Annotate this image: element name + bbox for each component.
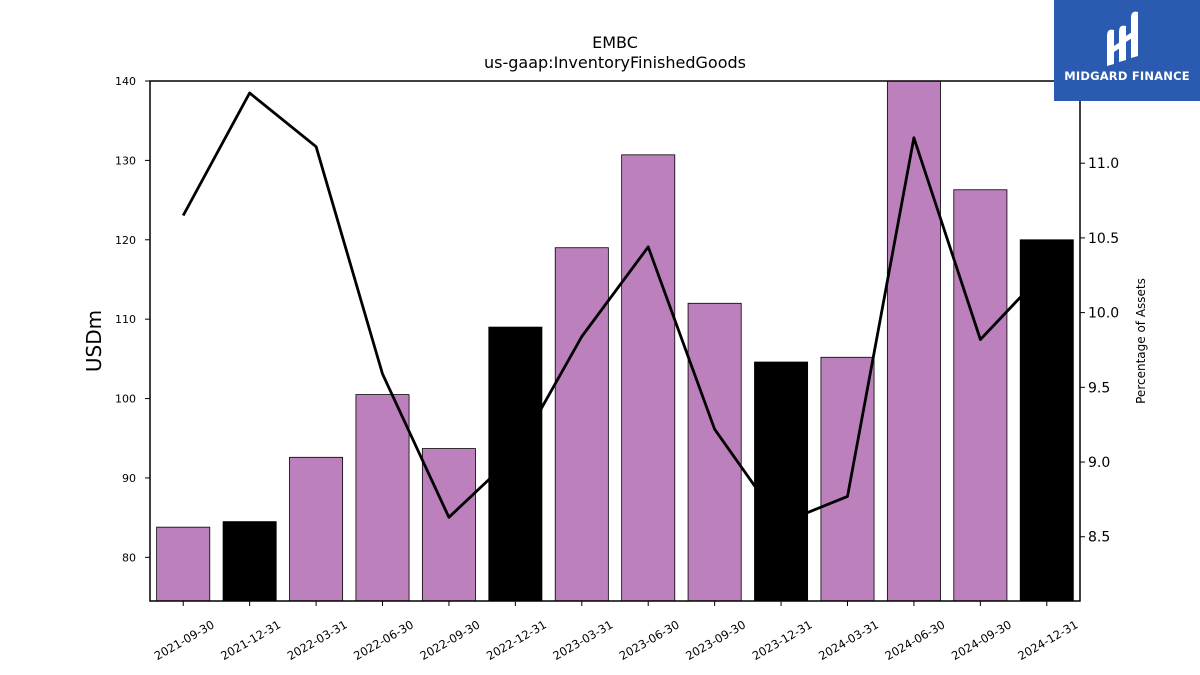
y2-axis-label: Percentage of Assets bbox=[1134, 278, 1148, 404]
x-tick-label: 2023-12-31 bbox=[750, 617, 815, 663]
bar-2024-09-30 bbox=[953, 189, 1008, 602]
y2-tick-label: 11.0 bbox=[1088, 156, 1119, 172]
bar-2023-03-31 bbox=[554, 247, 609, 602]
x-tick-label: 2021-09-30 bbox=[152, 617, 217, 663]
x-tick-label: 2022-09-30 bbox=[418, 617, 483, 663]
line-series bbox=[181, 91, 1048, 525]
y-tick-label: 80 bbox=[122, 551, 136, 564]
y-axis-label: USDm bbox=[82, 310, 106, 372]
y-tick-label: 120 bbox=[115, 234, 136, 247]
y-tick-label: 90 bbox=[122, 472, 136, 485]
bar-2022-12-31 bbox=[488, 326, 543, 602]
y2-tick-label: 9.5 bbox=[1088, 380, 1110, 396]
percentage-line bbox=[181, 91, 1048, 525]
bar-2024-12-31 bbox=[1019, 239, 1074, 602]
bar-2021-12-31 bbox=[222, 521, 277, 602]
chart-subtitle: us-gaap:InventoryFinishedGoods bbox=[484, 53, 746, 72]
bar-2023-09-30 bbox=[687, 302, 742, 602]
x-tick-label: 2024-06-30 bbox=[883, 617, 948, 663]
bar-2022-09-30 bbox=[421, 448, 476, 602]
x-tick-label: 2023-09-30 bbox=[683, 617, 748, 663]
brand-logo: MIDGARD FINANCE bbox=[1054, 0, 1200, 101]
x-tick-label: 2024-03-31 bbox=[816, 617, 881, 663]
bar-2022-03-31 bbox=[289, 456, 344, 602]
bar-2023-12-31 bbox=[754, 361, 809, 602]
y2-tick-label: 9.0 bbox=[1088, 455, 1110, 471]
logo-mark-icon bbox=[1107, 11, 1138, 67]
bar-2022-06-30 bbox=[355, 394, 410, 602]
x-tick-label: 2022-03-31 bbox=[285, 617, 350, 663]
x-tick-label: 2024-09-30 bbox=[949, 617, 1014, 663]
bar-2021-09-30 bbox=[156, 526, 211, 602]
x-tick-label: 2024-12-31 bbox=[1015, 617, 1080, 663]
y2-tick-label: 10.5 bbox=[1088, 231, 1119, 247]
y-tick-label: 140 bbox=[115, 75, 136, 88]
x-tick-label: 2023-06-30 bbox=[617, 617, 682, 663]
x-tick-label: 2021-12-31 bbox=[218, 617, 283, 663]
y2-tick-label: 10.0 bbox=[1088, 306, 1119, 322]
logo-text: MIDGARD FINANCE bbox=[1064, 69, 1190, 83]
plot-frame bbox=[149, 80, 1081, 602]
x-tick-label: 2022-06-30 bbox=[351, 617, 416, 663]
y-tick-label: 110 bbox=[115, 313, 136, 326]
bar-2023-06-30 bbox=[621, 154, 676, 602]
y2-tick-label: 8.5 bbox=[1088, 530, 1110, 546]
x-tick-label: 2023-03-31 bbox=[550, 617, 615, 663]
bar-series bbox=[156, 80, 1074, 602]
y-tick-label: 100 bbox=[115, 393, 136, 406]
y-tick-label: 130 bbox=[115, 154, 136, 167]
x-tick-label: 2022-12-31 bbox=[484, 617, 549, 663]
chart-title: EMBC bbox=[592, 33, 638, 52]
bar-2024-06-30 bbox=[886, 80, 941, 602]
